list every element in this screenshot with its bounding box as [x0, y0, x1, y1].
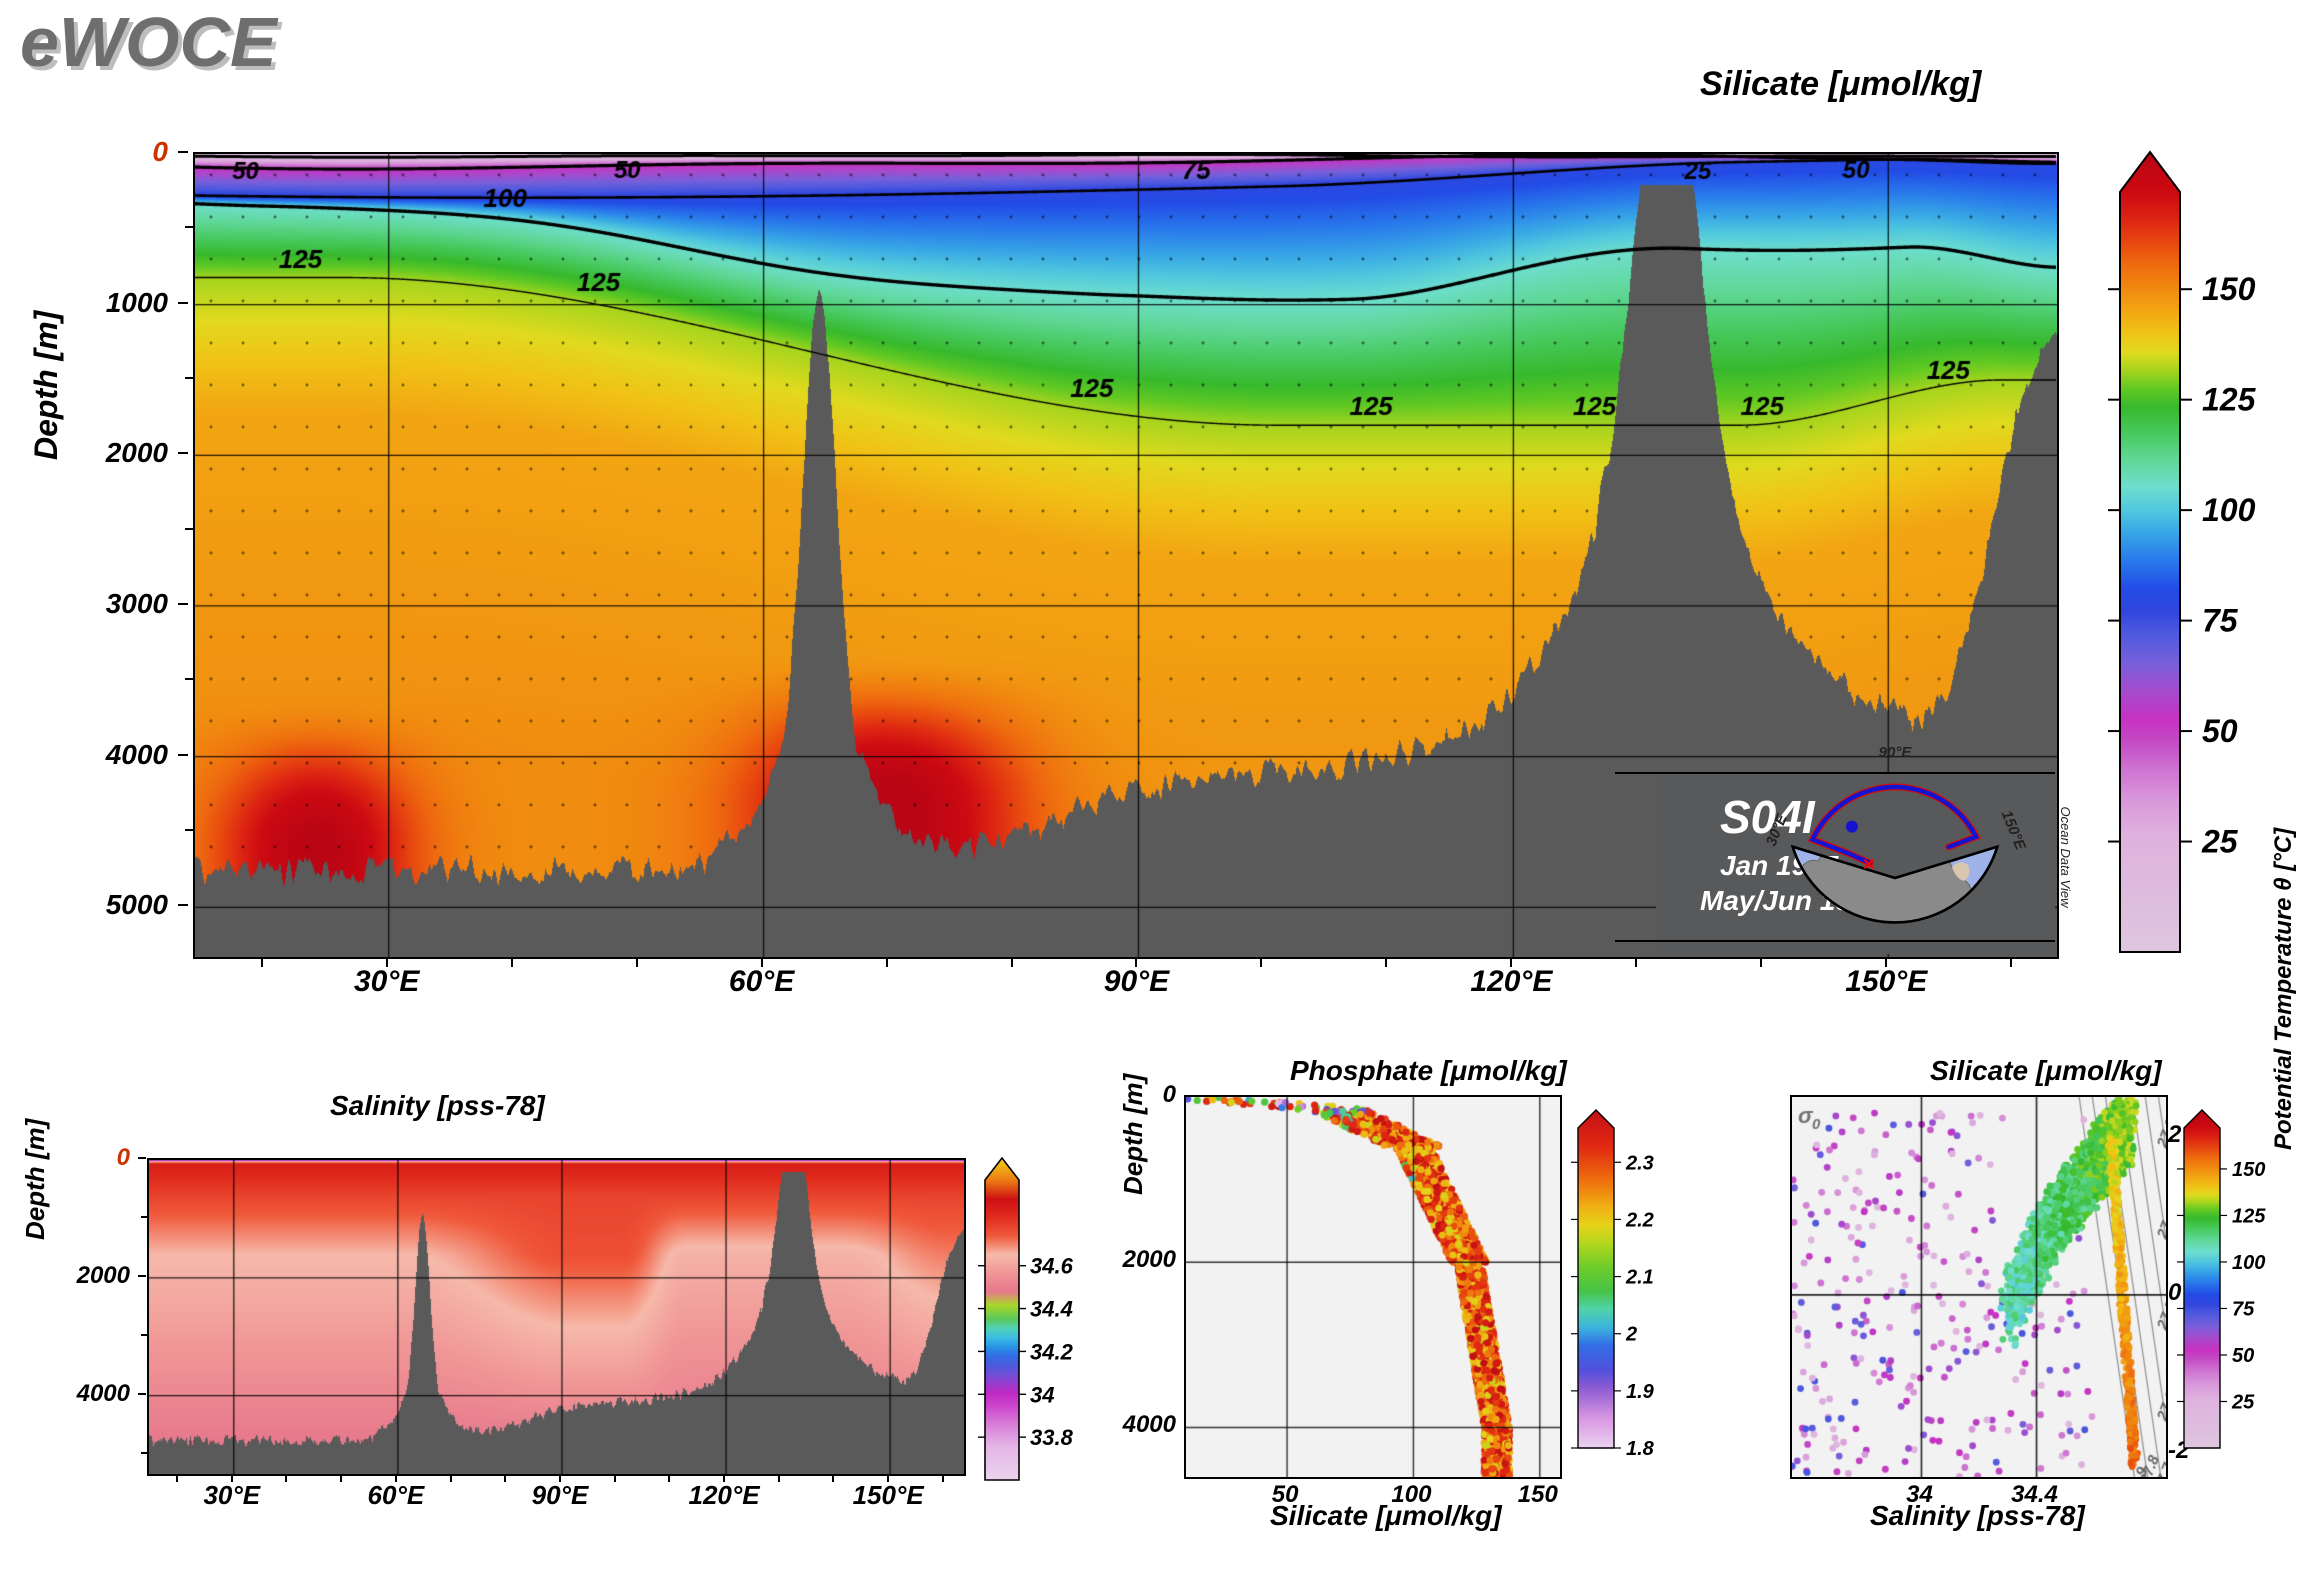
svg-text:1.8: 1.8 [1626, 1438, 1655, 1460]
svg-text:34: 34 [1030, 1382, 1054, 1407]
svg-text:34.4: 34.4 [1030, 1297, 1073, 1322]
svg-text:✕: ✕ [1862, 857, 1875, 874]
svg-text:150: 150 [2232, 1159, 2265, 1181]
svg-text:90°E: 90°E [1879, 744, 1913, 761]
svg-text:Ocean Data View: Ocean Data View [2058, 807, 2073, 910]
svg-text:150: 150 [2202, 271, 2256, 307]
svg-text:150°E: 150°E [1998, 808, 2030, 853]
svg-text:2.1: 2.1 [1625, 1267, 1654, 1289]
svg-text:34.2: 34.2 [1030, 1339, 1074, 1364]
svg-text:125: 125 [2232, 1205, 2266, 1227]
svg-text:50: 50 [2232, 1345, 2254, 1367]
svg-text:50: 50 [2202, 713, 2238, 749]
svg-text:2: 2 [1625, 1324, 1637, 1346]
svg-text:2.3: 2.3 [1625, 1152, 1654, 1174]
svg-text:75: 75 [2232, 1298, 2255, 1320]
svg-text:2.2: 2.2 [1625, 1209, 1654, 1231]
svg-text:25: 25 [2231, 1391, 2255, 1413]
svg-text:100: 100 [2232, 1252, 2265, 1274]
svg-text:75: 75 [2202, 603, 2239, 639]
svg-text:125: 125 [2202, 382, 2257, 418]
svg-text:100: 100 [2202, 492, 2256, 528]
svg-text:30°E: 30°E [1763, 811, 1791, 849]
svg-text:34.6: 34.6 [1030, 1254, 1074, 1279]
svg-text:25: 25 [2201, 824, 2239, 860]
svg-text:33.8: 33.8 [1030, 1425, 1074, 1450]
svg-text:1.9: 1.9 [1626, 1381, 1655, 1403]
